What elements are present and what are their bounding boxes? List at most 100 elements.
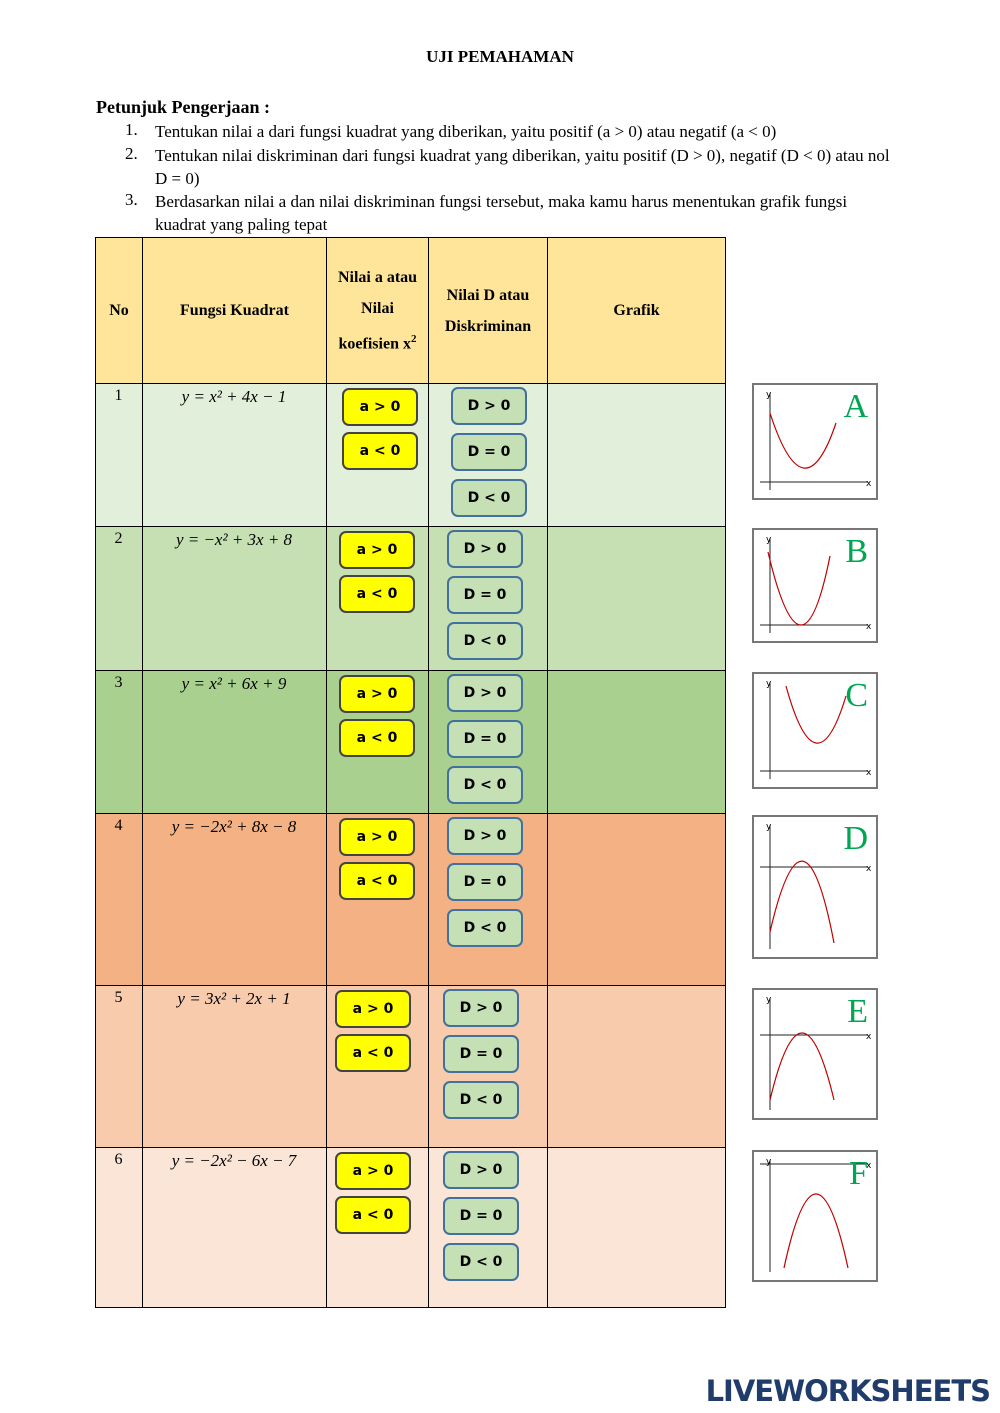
table-cell: [95, 670, 143, 814]
parabola: [785, 685, 847, 744]
item-text: Tentukan nilai diskriminan dari fungsi k…: [155, 146, 890, 188]
option-d[interactable]: D > 0: [447, 817, 523, 855]
item-text: Berdasarkan nilai a dan nilai diskrimina…: [155, 192, 848, 234]
option-d[interactable]: D = 0: [451, 433, 527, 471]
table-cell: [142, 383, 327, 527]
function: y = −2x² + 8x − 8: [171, 817, 297, 836]
option-d[interactable]: D > 0: [443, 1151, 519, 1189]
option-a[interactable]: a < 0: [339, 575, 415, 613]
table-cell: [547, 1147, 726, 1308]
axis-label: y: [766, 1157, 772, 1167]
option-d[interactable]: D > 0: [447, 530, 523, 568]
option-d[interactable]: D < 0: [443, 1243, 519, 1281]
table-cell: [547, 985, 726, 1148]
option-d[interactable]: D = 0: [443, 1035, 519, 1073]
function: y = x² + 6x + 9: [181, 674, 287, 693]
parabola: [769, 412, 837, 469]
option-d[interactable]: D = 0: [443, 1197, 519, 1235]
function: y = −x² + 3x + 8: [175, 530, 293, 549]
option-a[interactable]: a > 0: [339, 818, 415, 856]
item-text: Tentukan nilai a dari fungsi kuadrat yan…: [155, 122, 777, 141]
title: UJI PEMAHAMAN: [426, 47, 574, 66]
graph-letter: B: [845, 533, 868, 570]
option-d[interactable]: D = 0: [447, 720, 523, 758]
graph-frame: [752, 988, 878, 1120]
table-cell: [547, 813, 726, 986]
header-cell: No: [95, 237, 143, 384]
graph: x y A: [752, 383, 878, 500]
header-cell: Nilai a atau Nilai koefisien x2: [326, 237, 429, 384]
graph: x y C: [752, 672, 878, 789]
table-cell: [142, 670, 327, 814]
row-number: 3: [114, 674, 123, 691]
option-a[interactable]: a < 0: [339, 862, 415, 900]
option-d[interactable]: D > 0: [451, 387, 527, 425]
header-cell: Fungsi Kuadrat: [142, 237, 327, 384]
axis-label: x: [866, 479, 872, 489]
row-number: 5: [114, 989, 123, 1006]
function: y = x² + 4x − 1: [181, 387, 287, 406]
option-a[interactable]: a < 0: [335, 1034, 411, 1072]
instructions-heading: Petunjuk Pengerjaan :: [96, 97, 270, 117]
option-a[interactable]: a > 0: [339, 531, 415, 569]
table-cell: [142, 813, 327, 986]
function: y = −2x² − 6x − 7: [171, 1151, 297, 1170]
option-a[interactable]: a < 0: [342, 432, 418, 470]
option-d[interactable]: D < 0: [451, 479, 527, 517]
function: y = 3x² + 2x + 1: [177, 989, 291, 1008]
row-number: 4: [114, 817, 123, 834]
option-a[interactable]: a < 0: [339, 719, 415, 757]
parabola: [767, 551, 831, 626]
option-a[interactable]: a > 0: [342, 388, 418, 426]
table-cell: [95, 383, 143, 527]
option-d[interactable]: D < 0: [443, 1081, 519, 1119]
table-cell: [95, 985, 143, 1148]
option-d[interactable]: D < 0: [447, 766, 523, 804]
graph: xy F: [752, 1150, 878, 1282]
option-d[interactable]: D < 0: [447, 622, 523, 660]
option-a[interactable]: a > 0: [335, 1152, 411, 1190]
graph: x y D: [752, 815, 878, 959]
parabola: [783, 1193, 849, 1269]
table-cell: [142, 1147, 327, 1308]
table-cell: [95, 813, 143, 986]
item-number: 1.: [125, 120, 138, 139]
graph-letter: E: [847, 993, 868, 1030]
header-text: Nilai a atau Nilai koefisien x: [337, 268, 418, 353]
option-d[interactable]: D = 0: [447, 576, 523, 614]
axis-label: x: [866, 1161, 872, 1171]
parabola: [769, 1032, 835, 1101]
option-d[interactable]: D = 0: [447, 863, 523, 901]
option-a[interactable]: a < 0: [335, 1196, 411, 1234]
item-number: 3.: [125, 190, 138, 209]
graph-frame: [752, 528, 878, 643]
graph-frame: [752, 1150, 878, 1282]
axis-label: y: [766, 822, 772, 832]
graph-frame: [752, 815, 878, 959]
header-sup: 2: [410, 332, 417, 345]
axis-label: x: [866, 864, 872, 874]
option-d[interactable]: D > 0: [443, 989, 519, 1027]
option-a[interactable]: a > 0: [335, 990, 411, 1028]
table-cell: [547, 383, 726, 527]
table-cell: [547, 526, 726, 671]
axis-label: x: [866, 768, 872, 778]
option-d[interactable]: D > 0: [447, 674, 523, 712]
row-number: 1: [114, 387, 123, 404]
graph-frame: [752, 383, 878, 500]
axis-label: x: [866, 1032, 872, 1042]
header-cell: Grafik: [547, 237, 726, 384]
graph-letter: C: [845, 677, 868, 714]
item-number: 2.: [125, 144, 138, 163]
axis-label: y: [766, 995, 772, 1005]
table-cell: [547, 670, 726, 814]
brand: LIVEWORKSHEETS: [705, 1374, 991, 1408]
graph: x y B: [752, 528, 878, 643]
parabola: [769, 860, 835, 944]
option-a[interactable]: a > 0: [339, 675, 415, 713]
axis-label: y: [766, 535, 772, 545]
row-number: 6: [114, 1151, 123, 1168]
axis-label: y: [766, 390, 772, 400]
option-d[interactable]: D < 0: [447, 909, 523, 947]
